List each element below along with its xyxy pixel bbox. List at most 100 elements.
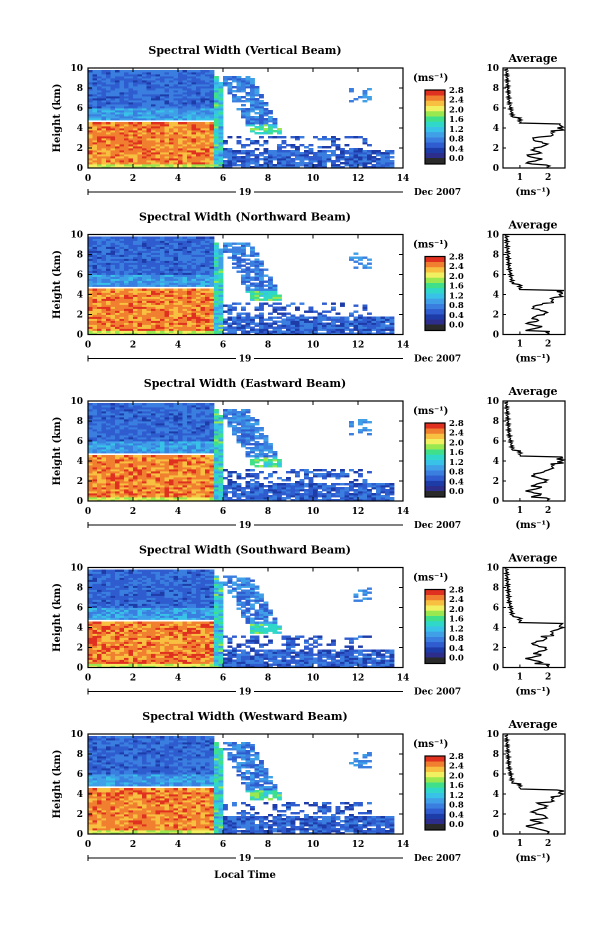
heatmap-cell (241, 84, 246, 87)
heatmap-cell (110, 88, 116, 91)
heatmap-cell (155, 403, 161, 406)
heatmap-cell (128, 499, 134, 502)
heatmap-cell (254, 298, 260, 301)
heatmap-cell (331, 330, 336, 333)
heatmap-cell (286, 164, 291, 167)
heatmap-cell (88, 463, 93, 466)
heatmap-cell (313, 152, 318, 155)
heatmap-cell (200, 284, 206, 287)
heatmap-cell (218, 124, 224, 127)
heatmap-cell (97, 431, 102, 434)
heatmap-cell (137, 150, 143, 153)
heatmap-cell (182, 148, 188, 151)
heatmap-cell (155, 451, 161, 454)
heatmap-cell (254, 266, 260, 269)
heatmap-cell (142, 132, 147, 135)
heatmap-cell (151, 74, 156, 77)
heatmap-cell (353, 166, 359, 169)
heatmap-cell (137, 310, 143, 313)
heatmap-cell (178, 136, 183, 139)
heatmap-cell (146, 156, 152, 159)
heatmap-cell (178, 300, 183, 303)
heatmap-cell (196, 118, 201, 121)
heatmap-cell (182, 162, 188, 165)
heatmap-cell (106, 282, 111, 285)
heatmap-cell (232, 328, 237, 331)
heatmap-cell (173, 274, 179, 277)
heatmap-cell (205, 246, 210, 249)
heatmap-cell (133, 413, 138, 416)
heatmap-cell (241, 82, 246, 85)
heatmap-cell (205, 284, 210, 287)
profile-x-tick-label: 2 (545, 340, 551, 350)
heatmap-cell (317, 152, 323, 155)
heatmap-cell (200, 130, 206, 133)
heatmap-cell (187, 132, 192, 135)
heatmap-cell (367, 328, 372, 331)
heatmap-cell (106, 254, 111, 257)
heatmap-cell (110, 461, 116, 464)
heatmap-cell (142, 160, 147, 163)
heatmap-cell (214, 90, 219, 93)
heatmap-cell (88, 310, 93, 313)
heatmap-cell (169, 82, 174, 85)
heatmap-cell (88, 471, 93, 474)
heatmap-cell (187, 122, 192, 125)
heatmap-cell (259, 328, 264, 331)
heatmap-cell (119, 493, 125, 496)
heatmap-cell (124, 150, 129, 153)
heatmap-cell (182, 280, 188, 283)
heatmap-cell (110, 292, 116, 295)
heatmap-cell (128, 166, 134, 169)
heatmap-cell (97, 320, 102, 323)
heatmap-cell (331, 154, 336, 157)
heatmap-cell (88, 70, 93, 73)
heatmap-cell (173, 134, 179, 137)
heatmap-cell (218, 286, 224, 289)
heatmap-cell (97, 90, 102, 93)
heatmap-cell (142, 86, 147, 89)
profile-frame (502, 67, 566, 169)
heatmap-cell (155, 72, 161, 75)
heatmap-cell (344, 158, 350, 161)
heatmap-cell (110, 124, 116, 127)
heatmap-cell (92, 483, 98, 486)
heatmap-cell (376, 328, 381, 331)
heatmap-cell (92, 499, 98, 502)
heatmap-cell (277, 306, 282, 309)
heatmap-cell (115, 411, 120, 414)
heatmap-cell (146, 236, 152, 239)
heatmap-cell (380, 332, 386, 335)
heatmap-cell (214, 270, 219, 273)
heatmap-cell (124, 144, 129, 147)
heatmap-cell (187, 130, 192, 133)
heatmap-cell (128, 148, 134, 151)
heatmap-cell (173, 122, 179, 125)
heatmap-cell (187, 84, 192, 87)
heatmap-cell (169, 260, 174, 263)
heatmap-cell (160, 445, 165, 448)
heatmap-cell (124, 160, 129, 163)
heatmap-cell (367, 152, 372, 155)
heatmap-cell (115, 310, 120, 313)
heatmap-cell (155, 447, 161, 450)
heatmap-cell (88, 104, 93, 107)
heatmap-cell (286, 312, 291, 315)
heatmap-cell (268, 276, 273, 279)
heatmap-cell (142, 162, 147, 165)
heatmap-cell (128, 332, 134, 335)
heatmap-cell (308, 308, 314, 311)
heatmap-cell (119, 280, 125, 283)
heatmap-cell (205, 266, 210, 269)
heatmap-cell (124, 80, 129, 83)
heatmap-cell (92, 431, 98, 434)
heatmap-cell (196, 90, 201, 93)
heatmap-cell (155, 96, 161, 99)
heatmap-cell (119, 296, 125, 299)
heatmap-cell (245, 272, 251, 275)
heatmap-cell (92, 318, 98, 321)
heatmap-cell (349, 320, 354, 323)
heatmap-cell (295, 322, 300, 325)
heatmap-cell (88, 136, 93, 139)
heatmap-cell (137, 320, 143, 323)
